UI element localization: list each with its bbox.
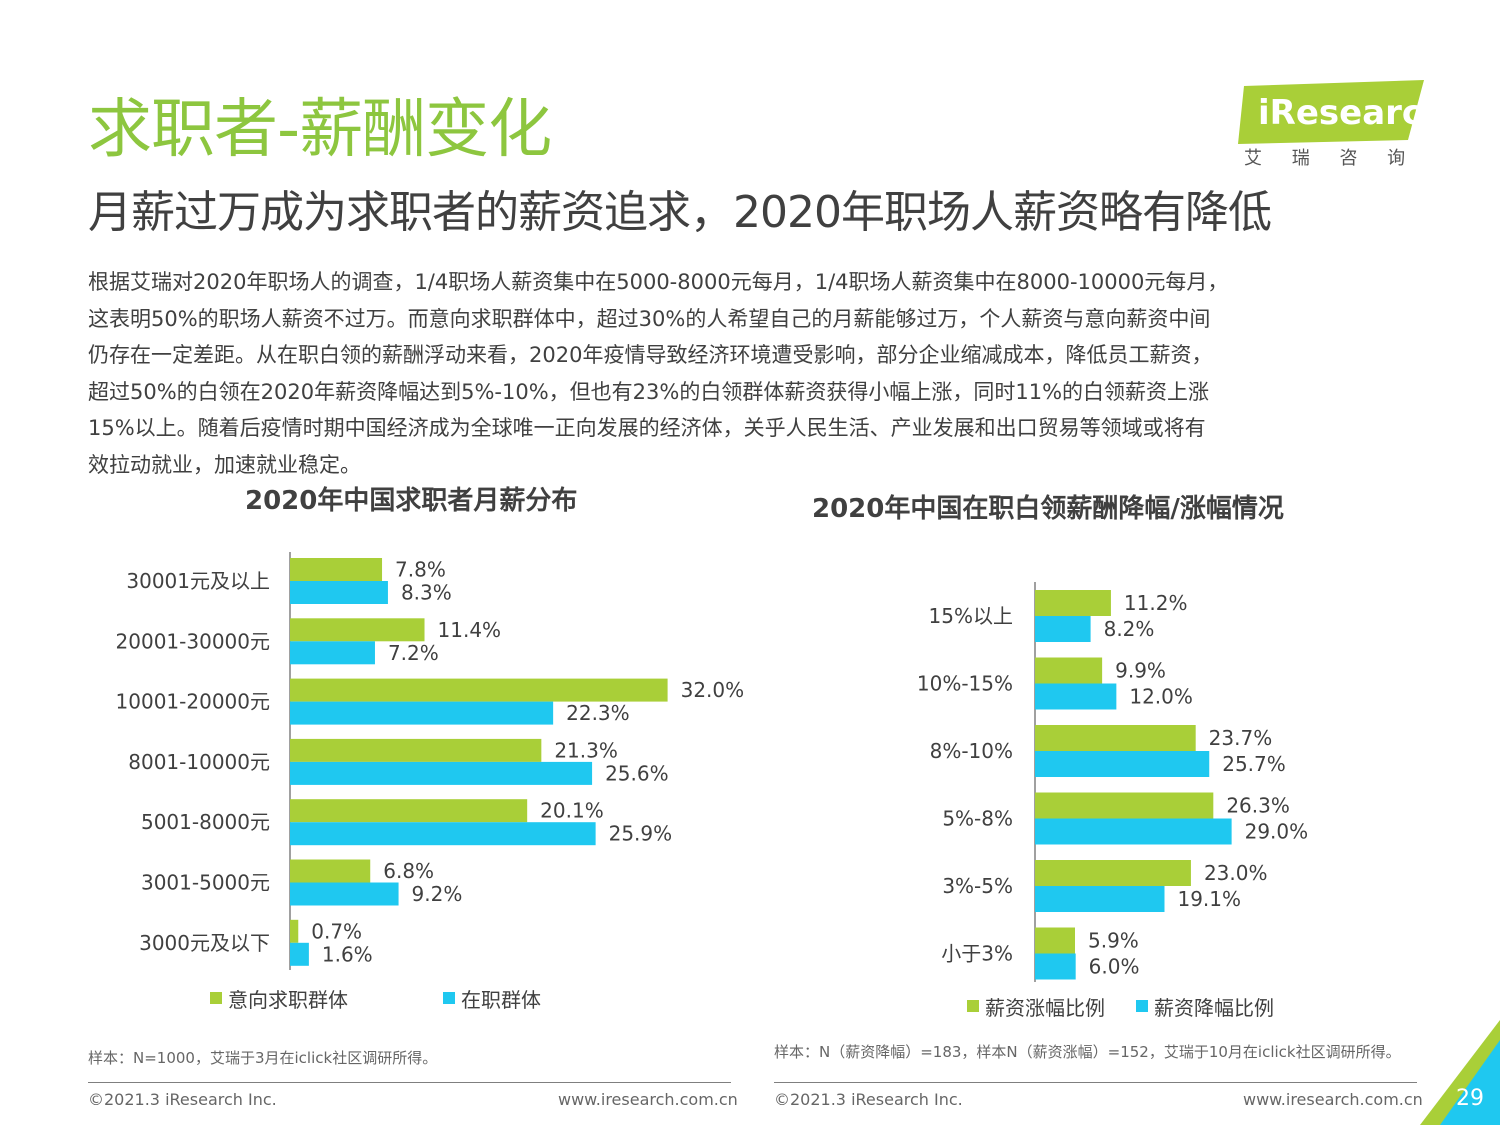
data-label: 25.7% — [1222, 752, 1286, 776]
left-website-link[interactable]: www.iresearch.com.cn — [558, 1090, 738, 1109]
bar-green — [1035, 860, 1191, 886]
logo-badge — [1238, 80, 1424, 144]
data-label: 11.4% — [438, 618, 502, 642]
bar-blue — [290, 822, 596, 846]
bar-green — [290, 558, 383, 581]
data-label: 7.8% — [395, 558, 446, 582]
legend-label: 意向求职群体 — [228, 988, 348, 1012]
bar-blue — [1035, 886, 1165, 912]
data-label: 23.7% — [1209, 726, 1273, 750]
right-website-link[interactable]: www.iresearch.com.cn — [1243, 1090, 1423, 1109]
category-label: 3%-5% — [942, 874, 1013, 898]
logo-subtext: 艾 瑞 咨 询 — [1244, 148, 1417, 169]
legend-label: 薪资降幅比例 — [1154, 996, 1274, 1020]
bar-green — [1035, 725, 1196, 751]
legend-swatch — [210, 992, 222, 1004]
bar-green — [1035, 590, 1111, 616]
data-label: 5.9% — [1088, 929, 1139, 953]
data-label: 8.2% — [1104, 617, 1155, 641]
category-label: 20001-30000元 — [116, 629, 270, 653]
legend-label: 在职群体 — [461, 988, 541, 1012]
category-label: 10001-20000元 — [116, 690, 270, 714]
category-label: 5001-8000元 — [141, 810, 270, 834]
bar-blue — [1035, 616, 1091, 642]
data-label: 0.7% — [311, 919, 362, 943]
left-sample-note: 样本：N=1000，艾瑞于3月在iclick社区调研所得。 — [88, 1049, 438, 1067]
category-label: 8001-10000元 — [128, 750, 270, 774]
category-label: 3001-5000元 — [141, 871, 270, 895]
category-label: 5%-8% — [942, 807, 1013, 831]
bar-blue — [1035, 751, 1210, 777]
data-label: 7.2% — [388, 641, 439, 665]
data-label: 20.1% — [540, 799, 604, 823]
right-copyright: ©2021.3 iResearch Inc. — [774, 1090, 963, 1109]
bar-blue — [1035, 953, 1076, 980]
data-label: 23.0% — [1204, 861, 1268, 885]
bar-green — [290, 919, 299, 943]
bar-blue — [290, 701, 554, 725]
category-label: 3000元及以下 — [139, 931, 270, 955]
bar-blue — [290, 581, 388, 604]
bar-green — [1035, 792, 1214, 819]
bar-green — [290, 618, 425, 642]
legend-swatch — [967, 1000, 979, 1012]
body-paragraph: 根据艾瑞对2020年职场人的调查，1/4职场人薪资集中在5000-8000元每月… — [88, 264, 1433, 483]
data-label: 6.8% — [383, 859, 434, 883]
page-number: 29 — [1456, 1086, 1484, 1111]
category-label: 15%以上 — [929, 604, 1013, 628]
bar-green — [290, 859, 371, 883]
category-label: 小于3% — [941, 942, 1013, 966]
right-sample-note: 样本：N（薪资降幅）=183，样本N（薪资涨幅）=152，艾瑞于10月在icli… — [774, 1043, 1401, 1061]
page-title: 求职者-薪酬变化 — [88, 93, 552, 167]
bar-blue — [1035, 683, 1117, 710]
data-label: 6.0% — [1089, 955, 1140, 979]
data-label: 9.2% — [412, 882, 463, 906]
bar-blue — [1035, 818, 1232, 845]
body-line: 15%以上。随着后疫情时期中国经济成为全球唯一正向发展的经济体，关乎人民生活、产… — [88, 416, 1206, 440]
data-label: 9.9% — [1115, 659, 1166, 683]
data-label: 25.9% — [609, 822, 673, 846]
data-label: 32.0% — [681, 678, 745, 702]
legend-swatch — [443, 992, 455, 1004]
legend-swatch — [1136, 1000, 1148, 1012]
category-label: 30001元及以上 — [126, 569, 270, 593]
iresearch-logo: iResearch 艾 瑞 咨 询 — [1238, 80, 1428, 169]
data-label: 8.3% — [401, 581, 452, 605]
bar-blue — [290, 641, 375, 665]
left-chart-title: 2020年中国求职者月薪分布 — [245, 486, 578, 516]
body-line: 效拉动就业，加速就业稳定。 — [88, 452, 361, 477]
data-label: 19.1% — [1177, 887, 1241, 911]
body-line: 根据艾瑞对2020年职场人的调查，1/4职场人薪资集中在5000-8000元每月… — [88, 270, 1229, 294]
data-label: 1.6% — [322, 942, 373, 966]
bar-green — [1035, 927, 1076, 954]
right-chart-title: 2020年中国在职白领薪酬降幅/涨幅情况 — [812, 494, 1284, 524]
data-label: 21.3% — [554, 738, 618, 762]
left-footer-divider — [88, 1082, 731, 1083]
logo-text: iResearch — [1258, 93, 1428, 133]
category-label: 8%-10% — [930, 739, 1013, 763]
left-copyright: ©2021.3 iResearch Inc. — [88, 1090, 277, 1109]
bar-green — [290, 799, 528, 823]
page-subtitle: 月薪过万成为求职者的薪资追求，2020年职场人薪资略有降低 — [88, 187, 1272, 238]
data-label: 26.3% — [1226, 794, 1290, 818]
bar-blue — [290, 761, 593, 785]
data-label: 11.2% — [1124, 591, 1188, 615]
body-line: 仍存在一定差距。从在职白领的薪酬浮动来看，2020年疫情导致经济环境遭受影响，部… — [88, 343, 1213, 367]
body-line: 超过50%的白领在2020年薪资降幅达到5%-10%，但也有23%的白领群体薪资… — [88, 379, 1210, 404]
corner-decoration — [1420, 1020, 1500, 1125]
bar-green — [1035, 657, 1103, 684]
body-line: 这表明50%的职场人薪资不过万。而意向求职群体中，超过30%的人希望自己的月薪能… — [88, 306, 1211, 331]
data-label: 29.0% — [1245, 820, 1309, 844]
bar-green — [290, 678, 668, 702]
data-label: 12.0% — [1129, 685, 1193, 709]
data-label: 22.3% — [566, 701, 630, 725]
legend-label: 薪资涨幅比例 — [985, 996, 1105, 1020]
category-label: 10%-15% — [917, 672, 1013, 696]
data-label: 25.6% — [605, 761, 669, 785]
bar-blue — [290, 942, 309, 966]
bar-green — [290, 738, 542, 762]
bar-blue — [290, 882, 399, 906]
right-footer-divider — [774, 1082, 1417, 1083]
